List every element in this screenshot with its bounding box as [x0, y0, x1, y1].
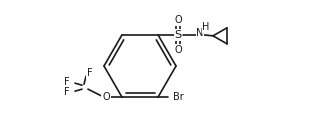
Text: F: F [64, 77, 70, 87]
Text: O: O [174, 15, 182, 25]
Text: Br: Br [173, 92, 183, 102]
Text: F: F [87, 68, 93, 78]
Text: O: O [174, 45, 182, 55]
Text: N: N [196, 28, 204, 38]
Text: H: H [202, 22, 210, 32]
Text: F: F [64, 87, 70, 97]
Text: S: S [175, 30, 182, 40]
Text: O: O [102, 92, 110, 102]
